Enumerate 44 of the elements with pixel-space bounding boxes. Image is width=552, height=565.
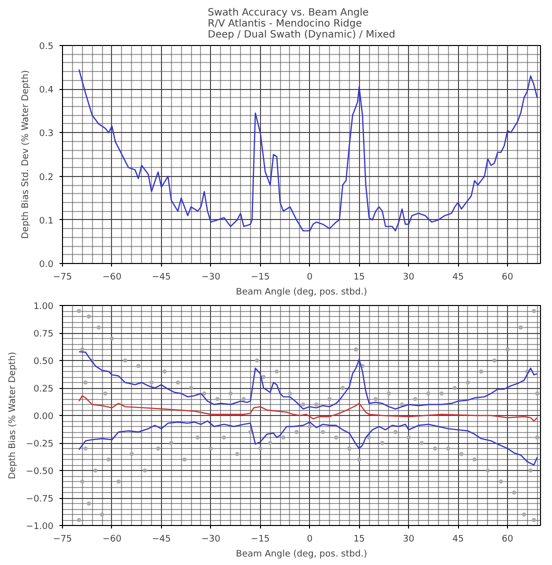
y-tick-label: −1.00	[26, 522, 54, 532]
y-tick-label: 0.25	[33, 384, 54, 394]
line-series	[78, 68, 538, 232]
y-tick-label: 0.75	[33, 330, 54, 340]
y-tick-label: 0.50	[33, 357, 54, 367]
y-tick-label: 0.1	[39, 216, 54, 226]
x-tick-label: 0	[306, 534, 313, 544]
y-tick-label: −0.50	[26, 467, 54, 477]
y-tick-label: 0.0	[39, 260, 54, 270]
x-tick-label: −30	[201, 272, 221, 282]
x-tick-label: −60	[102, 534, 122, 544]
x-axis-title: Beam Angle (deg, pos. stbd.)	[236, 550, 368, 560]
y-tick-label: −0.75	[26, 494, 54, 504]
x-tick-label: 30	[402, 272, 415, 282]
y-tick-label: 0.2	[39, 172, 54, 183]
x-tick-label: −75	[53, 272, 72, 282]
x-tick-label: −45	[152, 272, 171, 282]
x-tick-label: 45	[452, 534, 464, 544]
line-series	[78, 395, 538, 422]
y-axis-title: Depth Bias Std. Dev (% Water Depth)	[21, 70, 32, 239]
x-tick-label: −15	[250, 272, 270, 282]
y-tick-label: −0.25	[26, 440, 54, 450]
x-tick-label: −60	[102, 272, 122, 282]
y-tick-label: 0.5	[39, 42, 54, 52]
x-tick-label: 30	[402, 534, 415, 544]
x-tick-label: 60	[502, 272, 514, 282]
x-tick-label: −45	[152, 534, 171, 544]
x-tick-label: 15	[353, 272, 365, 282]
x-axis-title: Beam Angle (deg, pos. stbd.)	[236, 288, 368, 298]
line-series	[78, 351, 538, 410]
y-tick-label: 0.4	[39, 86, 54, 96]
chart-title: Swath Accuracy vs. Beam Angle R/V Atlantis - Mendocino Ridge Deep / Dual Swath (Dynamic) / Mixed	[208, 8, 396, 40]
y-axis-title: Depth Bias (% Water Depth)	[8, 352, 18, 480]
x-tick-label: −15	[250, 534, 270, 544]
y-tick-label: 0.3	[39, 129, 54, 140]
x-tick-label: 15	[353, 534, 365, 544]
x-tick-label: 0	[306, 272, 313, 282]
y-tick-label: 1.00	[33, 302, 54, 312]
x-tick-label: 60	[502, 534, 514, 544]
x-tick-label: 45	[452, 272, 464, 282]
x-tick-label: −30	[201, 534, 221, 544]
line-series	[78, 420, 538, 466]
x-tick-label: −75	[53, 534, 72, 544]
y-tick-label: 0.00	[33, 412, 54, 422]
